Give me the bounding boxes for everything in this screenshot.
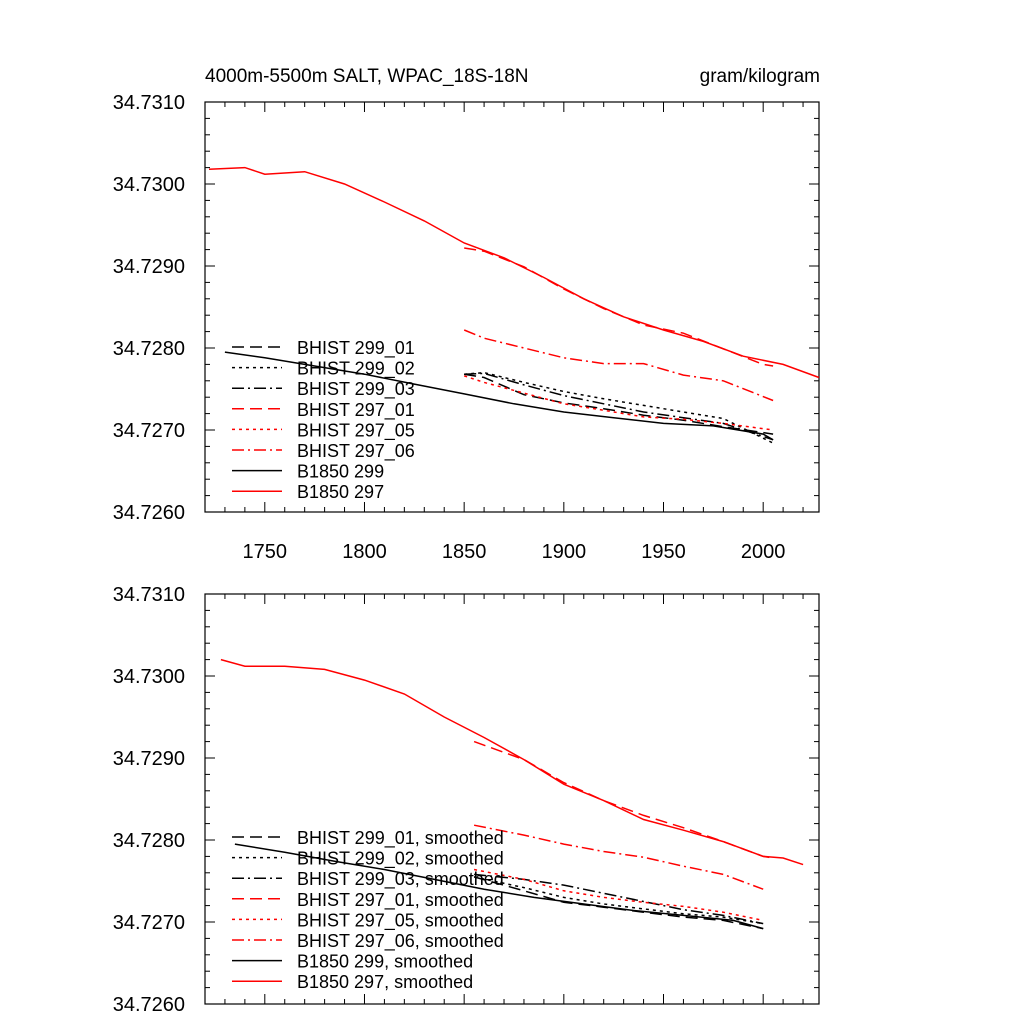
plot-frame <box>204 101 820 513</box>
y-tick-labels: 34.7260 34.7270 34.7280 34.7290 34.7300 34.73… <box>113 92 185 524</box>
legend-label-6: B1850 299, smoothed <box>297 952 473 972</box>
top-panel: 4000m-5500m SALT, WPAC_18S-18N gram/kilo… <box>113 66 820 563</box>
legend-label-7: B1850 297, smoothed <box>297 972 473 992</box>
legend-label-0: BHIST 299_01, smoothed <box>297 828 504 849</box>
x-tick-label: 1750 <box>243 541 288 563</box>
series-line-3 <box>473 740 774 859</box>
series-line-4 <box>473 868 764 922</box>
y-tick-label: 34.7290 <box>113 256 185 278</box>
series-line-7 <box>220 658 804 866</box>
legend-label-2: BHIST 299_03, smoothed <box>297 869 504 890</box>
legend-label-3: BHIST 297_01 <box>297 400 415 421</box>
y-tick-label: 34.7280 <box>113 338 185 360</box>
y-tick-label: 34.7270 <box>113 912 185 934</box>
y-tick-label: 34.7290 <box>113 748 185 770</box>
series-line-2 <box>464 372 774 441</box>
series-lines <box>208 166 820 444</box>
series-line-5 <box>473 824 764 890</box>
series-line-3 <box>464 247 774 367</box>
axis-ticks <box>204 593 819 1005</box>
x-tick-labels: 1750 1800 1850 1900 1950 2000 <box>243 541 786 563</box>
legend-label-0: BHIST 299_01 <box>297 338 415 359</box>
legend-label-3: BHIST 297_01, smoothed <box>297 890 504 911</box>
series-line-0 <box>473 876 764 930</box>
bottom-panel: 34.7260 34.7270 34.7280 34.7290 34.7300 34.73… <box>113 584 820 1016</box>
y-tick-label: 34.7270 <box>113 420 185 442</box>
series-line-1 <box>464 371 774 444</box>
legend-label-1: BHIST 299_02 <box>297 359 415 380</box>
y-tick-label: 34.7280 <box>113 830 185 852</box>
y-tick-label: 34.7300 <box>113 174 185 196</box>
y-tick-label: 34.7260 <box>113 502 185 524</box>
plot-frame <box>204 593 820 1005</box>
legend-label-5: BHIST 297_06 <box>297 441 415 462</box>
series-line-5 <box>463 329 774 402</box>
chart-title: 4000m-5500m SALT, WPAC_18S-18N <box>205 66 529 87</box>
x-tick-label: 1950 <box>641 541 686 563</box>
y-tick-label: 34.7260 <box>113 994 185 1016</box>
x-tick-label: 1850 <box>442 541 487 563</box>
legend-label-6: B1850 299 <box>297 462 384 482</box>
legend-label-4: BHIST 297_05, smoothed <box>297 910 504 931</box>
legend-label-2: BHIST 299_03 <box>297 379 415 400</box>
series-line-2 <box>474 873 764 925</box>
legend-label-1: BHIST 299_02, smoothed <box>297 849 504 870</box>
y-tick-label: 34.7300 <box>113 666 185 688</box>
series-line-0 <box>464 373 774 435</box>
x-tick-label: 1900 <box>542 541 587 563</box>
y-tick-label: 34.7310 <box>113 584 185 606</box>
y-tick-labels: 34.7260 34.7270 34.7280 34.7290 34.7300 34.73… <box>113 584 185 1016</box>
x-tick-label: 1800 <box>342 541 387 563</box>
y-tick-label: 34.7310 <box>113 92 185 114</box>
series-line-6 <box>234 843 764 930</box>
legend-label-5: BHIST 297_06, smoothed <box>297 931 504 952</box>
legend-label-7: B1850 297 <box>297 482 384 502</box>
legend-label-4: BHIST 297_05 <box>297 420 415 441</box>
axis-ticks <box>204 101 819 513</box>
series-line-7 <box>208 166 820 379</box>
x-tick-label: 2000 <box>741 541 786 563</box>
series-line-6 <box>224 351 774 441</box>
units-label: gram/kilogram <box>700 66 820 87</box>
series-line-1 <box>473 876 764 925</box>
series-lines <box>220 658 804 930</box>
